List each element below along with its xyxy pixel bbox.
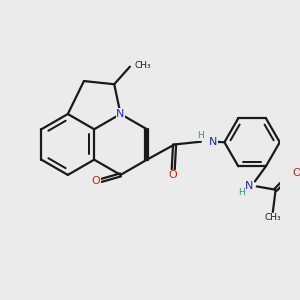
Text: O: O [169, 170, 178, 181]
Text: H: H [238, 188, 244, 197]
Text: CH₃: CH₃ [265, 214, 281, 223]
Text: N: N [208, 137, 217, 147]
Text: N: N [245, 181, 254, 190]
Text: N: N [116, 109, 125, 119]
Text: H: H [197, 131, 204, 140]
Text: O: O [92, 176, 100, 186]
Text: CH₃: CH₃ [134, 61, 151, 70]
Text: O: O [292, 168, 300, 178]
